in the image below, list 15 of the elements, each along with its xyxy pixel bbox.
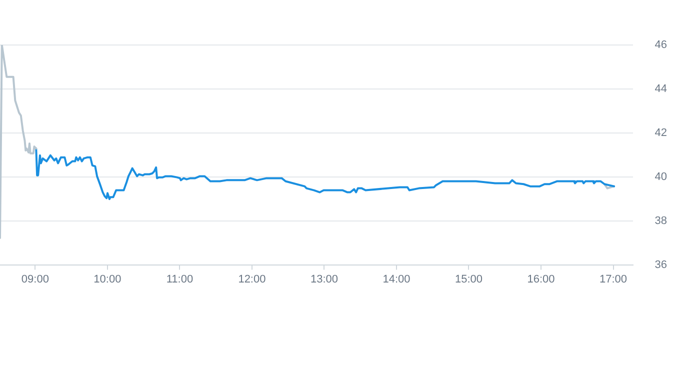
x-tick-label: 14:00 [382, 273, 410, 286]
y-tick-label: 36 [654, 258, 668, 271]
x-tick-label: 17:00 [599, 273, 628, 286]
x-tick-label: 10:00 [94, 273, 122, 286]
y-tick-label: 44 [654, 82, 668, 95]
x-tick-label: 13:00 [310, 273, 338, 286]
x-tick-label: 12:00 [238, 273, 266, 286]
y-tick-label: 42 [654, 126, 668, 139]
y-tick-label: 38 [654, 214, 668, 227]
x-tick-label: 16:00 [527, 273, 555, 286]
x-tick-label: 15:00 [454, 273, 483, 286]
y-tick-label: 40 [654, 170, 668, 183]
x-tick-label: 09:00 [21, 273, 49, 286]
y-tick-label: 46 [654, 39, 668, 52]
x-tick-label: 11:00 [166, 273, 194, 286]
